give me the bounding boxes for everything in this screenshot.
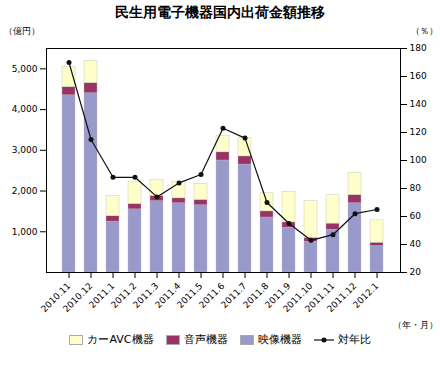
svg-text:2011.2: 2011.2	[109, 280, 139, 311]
svg-text:2011.8: 2011.8	[241, 280, 271, 311]
svg-text:2010.11: 2010.11	[39, 280, 73, 315]
svg-text:20: 20	[410, 267, 422, 277]
html-text:カーAVC機器: カーAVC機器	[87, 333, 154, 346]
svg-text:4,000: 4,000	[12, 104, 38, 114]
svg-text:160: 160	[410, 71, 427, 81]
svg-text:40: 40	[410, 239, 422, 249]
svg-text:2,000: 2,000	[12, 186, 38, 196]
svg-text:2011.6: 2011.6	[197, 280, 227, 311]
svg-text:60: 60	[410, 211, 422, 221]
svg-text:2012.1: 2012.1	[351, 281, 380, 310]
html-text:対年比: 対年比	[337, 333, 371, 346]
svg-text:180: 180	[410, 43, 427, 53]
svg-text:1,000: 1,000	[12, 227, 38, 237]
svg-text:（％）: （％）	[411, 26, 438, 36]
svg-text:2011.7: 2011.7	[219, 280, 249, 311]
svg-text:120: 120	[410, 127, 427, 137]
svg-text:2010.12: 2010.12	[61, 281, 94, 314]
svg-text:（億円）: （億円）	[4, 26, 40, 36]
svg-text:2011.5: 2011.5	[175, 280, 205, 311]
svg-text:5,000: 5,000	[12, 64, 38, 74]
svg-text:2011.1: 2011.1	[87, 280, 117, 311]
svg-text:2011.11: 2011.11	[303, 280, 337, 315]
html-text:映像機器: 映像機器	[257, 333, 302, 346]
svg-text:100: 100	[410, 155, 427, 165]
html-text:音声機器: 音声機器	[183, 333, 228, 346]
svg-text:2011.3: 2011.3	[131, 280, 161, 311]
svg-text:80: 80	[410, 183, 422, 193]
svg-text:（年・月）: （年・月）	[393, 320, 438, 330]
html-text:民生用電子機器国内出荷金額推移: 民生用電子機器国内出荷金額推移	[115, 4, 325, 20]
svg-text:2011.4: 2011.4	[153, 280, 183, 311]
svg-text:2011.12: 2011.12	[325, 281, 358, 314]
svg-text:2011.9: 2011.9	[263, 280, 293, 311]
svg-text:3,000: 3,000	[12, 145, 38, 155]
svg-text:2011.10: 2011.10	[281, 280, 315, 315]
svg-text:140: 140	[410, 99, 427, 109]
